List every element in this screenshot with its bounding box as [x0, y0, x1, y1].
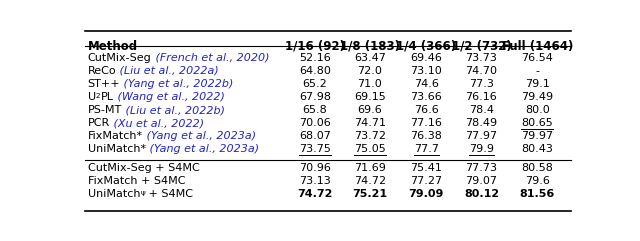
Text: Full (1464): Full (1464): [502, 40, 573, 53]
Text: 68.07: 68.07: [299, 131, 331, 141]
Text: 75.21: 75.21: [352, 189, 387, 199]
Text: 74.72: 74.72: [297, 189, 333, 199]
Text: CutMix-Seg + S4MC: CutMix-Seg + S4MC: [88, 163, 200, 173]
Text: 74.70: 74.70: [465, 66, 497, 76]
Text: 74.6: 74.6: [414, 79, 439, 89]
Text: (Liu et al., 2022b): (Liu et al., 2022b): [122, 105, 225, 115]
Text: ψ: ψ: [140, 190, 145, 196]
Text: 80.58: 80.58: [522, 163, 553, 173]
Text: 77.7: 77.7: [414, 144, 439, 154]
Text: U: U: [88, 92, 96, 102]
Text: 75.05: 75.05: [354, 144, 386, 154]
Text: 65.8: 65.8: [303, 105, 327, 115]
Text: 79.1: 79.1: [525, 79, 550, 89]
Text: 73.75: 73.75: [299, 144, 331, 154]
Text: Method: Method: [88, 40, 138, 53]
Text: 77.97: 77.97: [465, 131, 497, 141]
Text: 79.97: 79.97: [521, 131, 554, 141]
Text: 80.12: 80.12: [464, 189, 499, 199]
Text: PL: PL: [100, 92, 113, 102]
Text: 76.6: 76.6: [414, 105, 439, 115]
Text: 70.06: 70.06: [299, 118, 331, 128]
Text: (Yang et al., 2023a): (Yang et al., 2023a): [143, 131, 256, 141]
Text: 73.13: 73.13: [299, 176, 331, 186]
Text: (Liu et al., 2022a): (Liu et al., 2022a): [116, 66, 219, 76]
Text: 69.6: 69.6: [358, 105, 382, 115]
Text: UniMatch: UniMatch: [88, 189, 140, 199]
Text: 1/8 (183): 1/8 (183): [340, 40, 400, 53]
Text: 70.96: 70.96: [299, 163, 331, 173]
Text: 1/16 (92): 1/16 (92): [285, 40, 345, 53]
Text: 1/4 (366): 1/4 (366): [396, 40, 456, 53]
Text: -: -: [535, 66, 540, 76]
Text: 78.4: 78.4: [469, 105, 494, 115]
Text: 79.49: 79.49: [521, 92, 554, 102]
Text: 76.38: 76.38: [410, 131, 442, 141]
Text: 72.0: 72.0: [357, 66, 382, 76]
Text: ST++: ST++: [88, 79, 120, 89]
Text: 79.9: 79.9: [469, 144, 494, 154]
Text: 77.3: 77.3: [469, 79, 494, 89]
Text: FixMatch*: FixMatch*: [88, 131, 143, 141]
Text: 65.2: 65.2: [303, 79, 327, 89]
Text: (Yang et al., 2023a): (Yang et al., 2023a): [146, 144, 259, 154]
Text: 75.41: 75.41: [410, 163, 442, 173]
Text: 80.43: 80.43: [522, 144, 553, 154]
Text: 73.72: 73.72: [354, 131, 386, 141]
Text: 77.16: 77.16: [410, 118, 442, 128]
Text: 2: 2: [96, 93, 100, 99]
Text: 69.15: 69.15: [354, 92, 386, 102]
Text: 74.71: 74.71: [354, 118, 386, 128]
Text: 79.07: 79.07: [465, 176, 497, 186]
Text: 76.54: 76.54: [522, 53, 553, 63]
Text: 71.0: 71.0: [358, 79, 382, 89]
Text: 81.56: 81.56: [520, 189, 555, 199]
Text: (Xu et al., 2022): (Xu et al., 2022): [110, 118, 204, 128]
Text: FixMatch + S4MC: FixMatch + S4MC: [88, 176, 185, 186]
Text: (French et al., 2020): (French et al., 2020): [152, 53, 269, 63]
Text: 74.72: 74.72: [354, 176, 386, 186]
Text: 73.73: 73.73: [465, 53, 497, 63]
Text: 73.10: 73.10: [410, 66, 442, 76]
Text: 80.0: 80.0: [525, 105, 550, 115]
Text: 69.46: 69.46: [410, 53, 442, 63]
Text: UniMatch*: UniMatch*: [88, 144, 146, 154]
Text: + S4MC: + S4MC: [145, 189, 193, 199]
Text: (Wang et al., 2022): (Wang et al., 2022): [113, 92, 225, 102]
Text: 79.6: 79.6: [525, 176, 550, 186]
Text: ReCo: ReCo: [88, 66, 116, 76]
Text: 73.66: 73.66: [410, 92, 442, 102]
Text: PCR: PCR: [88, 118, 110, 128]
Text: (Yang et al., 2022b): (Yang et al., 2022b): [120, 79, 234, 89]
Text: PS-MT: PS-MT: [88, 105, 122, 115]
Text: 76.16: 76.16: [465, 92, 497, 102]
Text: CutMix-Seg: CutMix-Seg: [88, 53, 152, 63]
Text: 71.69: 71.69: [354, 163, 386, 173]
Text: 52.16: 52.16: [299, 53, 331, 63]
Text: 78.49: 78.49: [465, 118, 497, 128]
Text: 63.47: 63.47: [354, 53, 386, 63]
Text: 67.98: 67.98: [299, 92, 331, 102]
Text: 1/2 (732): 1/2 (732): [452, 40, 511, 53]
Text: 79.09: 79.09: [409, 189, 444, 199]
Text: 64.80: 64.80: [299, 66, 331, 76]
Text: 80.65: 80.65: [522, 118, 553, 128]
Text: 77.27: 77.27: [410, 176, 442, 186]
Text: 77.73: 77.73: [465, 163, 497, 173]
